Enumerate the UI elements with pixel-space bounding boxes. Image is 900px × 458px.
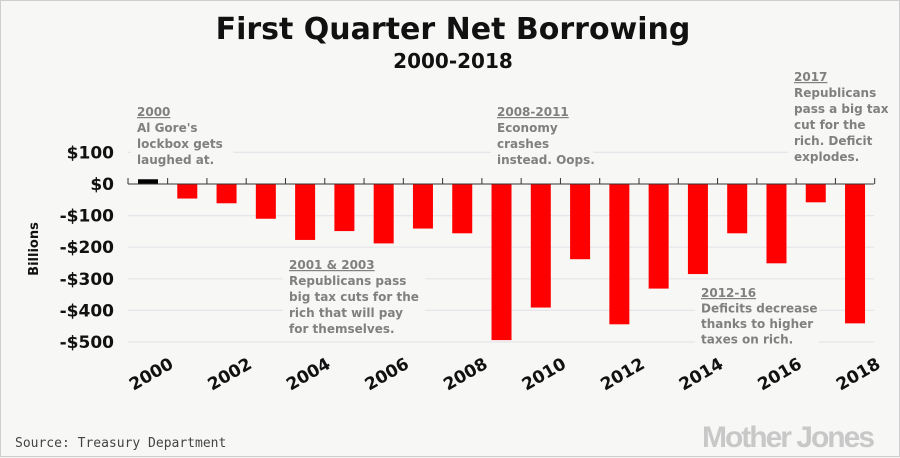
bar-2007 xyxy=(412,184,433,229)
annotation-text: explodes. xyxy=(794,150,859,164)
x-tick-label: 2000 xyxy=(126,354,177,395)
bar-2006 xyxy=(373,184,394,244)
x-tick-label: 2004 xyxy=(283,354,334,395)
annotation-heading: 2012-16 xyxy=(701,286,756,300)
x-tick-label: 2002 xyxy=(205,354,256,395)
bar-2010 xyxy=(530,184,551,308)
annotation-text: Deficits decrease xyxy=(701,302,818,316)
annotation-background xyxy=(788,68,880,168)
bar-2016 xyxy=(766,184,787,264)
annotation-heading: 2008-2011 xyxy=(497,105,569,119)
annotation-text: rich. Deficit xyxy=(794,134,873,148)
y-tick-label: -$300 xyxy=(60,270,115,290)
y-axis-label: Billions xyxy=(27,222,42,276)
annotation-text: thanks to higher xyxy=(701,317,813,331)
annotation-text: rich that will pay xyxy=(289,306,403,320)
bar-2013 xyxy=(648,184,669,289)
chart-subtitle: 2000-2018 xyxy=(393,49,513,73)
bar-2017 xyxy=(805,184,826,203)
x-tick-label: 2010 xyxy=(519,354,570,395)
annotation-text: instead. Oops. xyxy=(497,153,595,167)
x-tick-label: 2016 xyxy=(754,354,805,395)
bar-2002 xyxy=(216,184,237,204)
annotation-text: laughed at. xyxy=(137,153,214,167)
annotation-text: crashes xyxy=(497,137,549,151)
annotation-text: pass a big tax xyxy=(794,102,889,116)
annotation-background xyxy=(695,284,819,350)
y-tick-label: -$500 xyxy=(60,333,115,353)
annotation-text: taxes on rich. xyxy=(701,333,793,347)
bar-2000 xyxy=(138,179,158,184)
bar-2003 xyxy=(255,184,276,219)
mother-jones-logo: Mother Jones xyxy=(702,421,874,454)
bar-2005 xyxy=(334,184,355,232)
x-tick-label: 2008 xyxy=(440,354,491,395)
bar-2018 xyxy=(845,184,866,324)
bar-2014 xyxy=(687,184,708,275)
y-tick-label: $0 xyxy=(90,175,114,195)
annotation-text: Republicans pass xyxy=(289,274,406,288)
bar-2012 xyxy=(609,184,630,325)
annotation-background xyxy=(491,103,593,171)
bar-2008 xyxy=(452,184,473,234)
bar-2009 xyxy=(491,184,512,341)
annotation-heading: 2000 xyxy=(137,105,170,119)
annotation-background xyxy=(131,103,233,171)
y-tick-label: -$200 xyxy=(60,238,115,258)
bar-2015 xyxy=(727,184,748,234)
annotation-background xyxy=(283,256,425,340)
bar-2004 xyxy=(295,184,316,240)
x-tick-label: 2014 xyxy=(676,354,727,395)
y-tick-label: -$100 xyxy=(60,207,115,227)
annotation-text: big tax cuts for the xyxy=(289,290,419,304)
annotation-text: Al Gore's xyxy=(137,121,198,135)
y-tick-label: -$400 xyxy=(60,301,115,321)
bar-2001 xyxy=(177,184,198,199)
annotation-text: lockbox gets xyxy=(137,137,223,151)
source-note: Source: Treasury Department xyxy=(15,436,226,451)
annotation-text: Economy xyxy=(497,121,558,135)
annotation-text: for themselves. xyxy=(289,322,395,336)
x-tick-label: 2006 xyxy=(362,354,413,395)
x-tick-label: 2018 xyxy=(833,354,884,395)
chart-title: First Quarter Net Borrowing xyxy=(216,12,691,47)
x-tick-label: 2012 xyxy=(597,354,648,395)
annotation-heading: 2017 xyxy=(794,70,827,84)
annotation-text: Republicans xyxy=(794,86,876,100)
annotation-text: cut for the xyxy=(794,118,866,132)
annotation-heading: 2001 & 2003 xyxy=(289,258,375,272)
y-tick-label: $100 xyxy=(67,143,114,163)
bar-2011 xyxy=(570,184,591,260)
